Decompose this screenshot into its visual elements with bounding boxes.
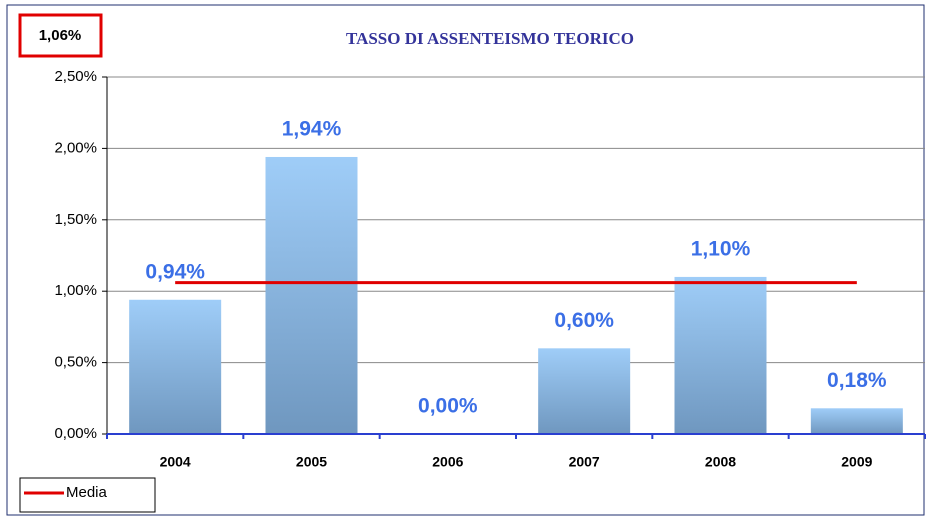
y-tick-label: 2,00% bbox=[54, 139, 97, 156]
x-tick-label: 2008 bbox=[705, 454, 736, 470]
y-tick-label: 2,50% bbox=[54, 68, 97, 85]
bar bbox=[538, 348, 631, 434]
data-label: 1,94% bbox=[282, 118, 342, 141]
bar bbox=[674, 276, 767, 434]
x-tick-label: 2007 bbox=[569, 454, 600, 470]
y-tick-label: 1,00% bbox=[54, 282, 97, 299]
average-label: 1,06% bbox=[39, 27, 82, 44]
data-label: 0,18% bbox=[827, 369, 887, 392]
bar bbox=[810, 408, 903, 434]
data-label: 1,10% bbox=[691, 237, 751, 260]
x-tick-label: 2005 bbox=[296, 454, 327, 470]
x-tick-label: 2004 bbox=[160, 454, 191, 470]
data-label: 0,94% bbox=[145, 260, 205, 283]
y-tick-label: 0,00% bbox=[54, 425, 97, 442]
bar bbox=[265, 156, 358, 434]
x-tick-label: 2009 bbox=[841, 454, 872, 470]
legend bbox=[19, 477, 156, 513]
data-label: 0,00% bbox=[418, 395, 478, 418]
y-tick-label: 1,50% bbox=[54, 211, 97, 228]
x-tick-label: 2006 bbox=[432, 454, 463, 470]
average-box bbox=[18, 13, 103, 58]
data-label: 0,60% bbox=[554, 309, 614, 332]
legend-label: Media bbox=[66, 484, 108, 501]
y-tick-label: 0,50% bbox=[54, 354, 97, 371]
chart-title: TASSO DI ASSENTEISMO TEORICO bbox=[346, 29, 634, 48]
bar bbox=[129, 299, 222, 434]
